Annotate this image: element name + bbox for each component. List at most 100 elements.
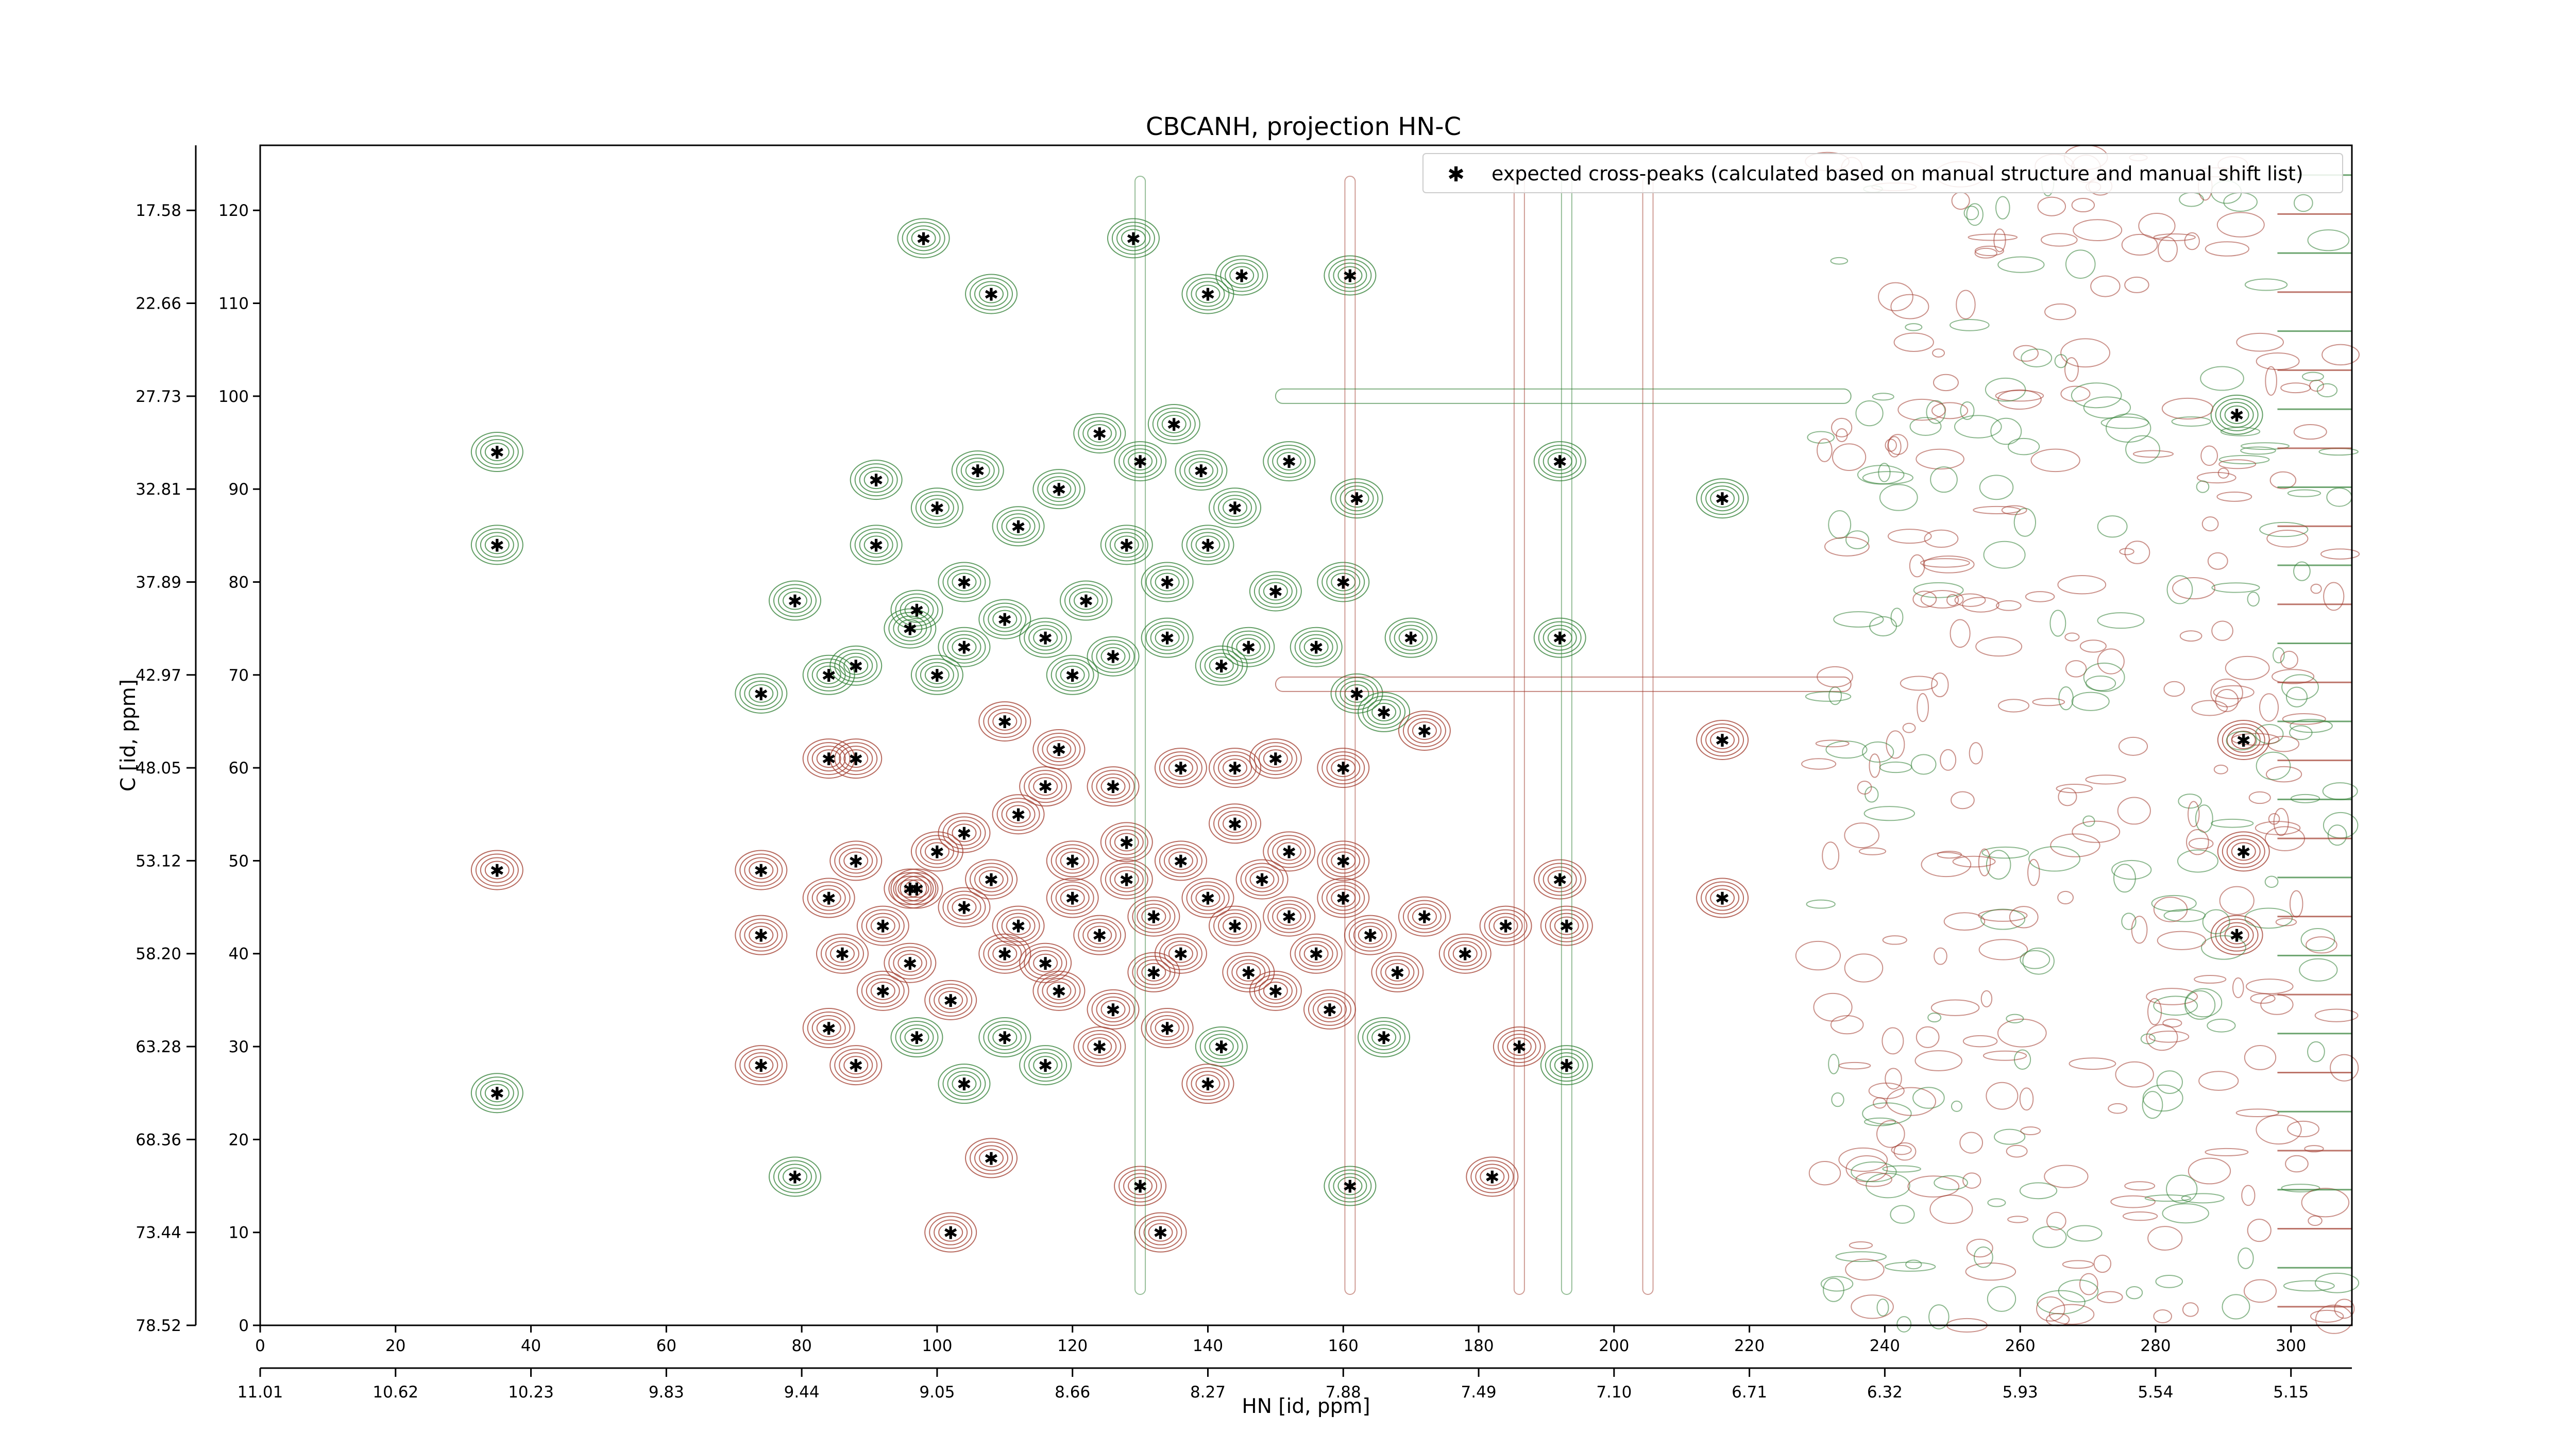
- noise-contour: [2132, 450, 2174, 458]
- y-axis-label: C [id, ppm]: [117, 679, 140, 791]
- noise-contour: [2211, 582, 2260, 593]
- contour-ring: [2219, 922, 2254, 948]
- contour-ring: [811, 885, 846, 911]
- plot-frame: [259, 144, 2353, 1326]
- contour-ring: [965, 461, 990, 480]
- contour-ring: [1328, 1169, 1372, 1203]
- cross-peak-marker: ✱: [1560, 917, 1574, 937]
- contour-ring: [1696, 878, 1749, 918]
- contour-ring: [1412, 907, 1437, 926]
- contour-ring: [897, 218, 950, 259]
- cross-peak-marker: ✱: [957, 898, 972, 919]
- contour-ring: [938, 1064, 991, 1104]
- y-tick-label: 0: [239, 1317, 249, 1335]
- noise-contour: [1968, 233, 2018, 241]
- y-axis-ticks: 0 10 20 30 40 50 60 70 80 90 100 110 120: [218, 201, 260, 1335]
- secondary-x-axis-ticks: 11.01 10.62 10.23 9.83 9.44 9.05 8.66 8.27 7.88 7…: [238, 1368, 2309, 1402]
- contour-ring: [911, 229, 936, 248]
- cross-peak-marker: ✱: [1458, 945, 1473, 965]
- contour-ring: [1191, 1071, 1225, 1097]
- noise-contour: [2060, 385, 2091, 402]
- noise-contour: [1844, 822, 1879, 849]
- noise-contour: [2259, 693, 2279, 722]
- contour-ring: [816, 665, 841, 684]
- contour-ring: [888, 872, 932, 905]
- contour-ring: [735, 915, 788, 955]
- contour-ring: [480, 1080, 514, 1106]
- contour-ring: [996, 510, 1040, 543]
- noise-contour: [2231, 733, 2280, 746]
- cross-peak-marker: ✱: [1052, 480, 1066, 500]
- noise-contour: [2090, 275, 2121, 297]
- contour-ring: [910, 654, 963, 695]
- cross-peak-marker: ✱: [1038, 1056, 1053, 1076]
- contour-ring: [820, 937, 864, 970]
- contour-ring: [1326, 848, 1361, 874]
- cross-peak-marker: ✱: [1174, 851, 1189, 872]
- x-tick-label: 120: [1057, 1337, 1088, 1355]
- cross-peak-marker: ✱: [1065, 851, 1080, 872]
- noise-contour: [1869, 616, 1897, 637]
- noise-contour: [2058, 787, 2077, 806]
- contour-ring: [1082, 1034, 1117, 1060]
- contour-ring: [1189, 461, 1214, 480]
- contour-ring: [1006, 805, 1031, 824]
- contour-ring: [951, 450, 1004, 491]
- noise-contour: [1805, 691, 1852, 702]
- noise-contour: [2157, 931, 2206, 950]
- contour-ring: [1091, 770, 1135, 803]
- contour-ring: [1186, 277, 1230, 311]
- cross-peak-marker: ✱: [903, 619, 918, 640]
- contour-ring: [1060, 888, 1085, 907]
- contour-ring: [1019, 617, 1072, 658]
- noise-contour: [1855, 400, 1884, 427]
- noise-contour: [2275, 918, 2297, 926]
- contour-ring: [1199, 1030, 1243, 1064]
- noise-contour: [1954, 415, 2002, 439]
- contour-ring: [904, 879, 929, 898]
- contour-ring: [2210, 915, 2263, 955]
- contour-ring: [947, 634, 981, 660]
- cross-peak-marker: ✱: [754, 1056, 769, 1076]
- noise-contour: [1825, 740, 1868, 759]
- contour-ring: [965, 274, 1018, 314]
- contour-ring: [1096, 773, 1130, 800]
- noise-contour: [2108, 1103, 2128, 1114]
- contour-ring: [1209, 487, 1262, 528]
- noise-contour: [1931, 402, 1969, 419]
- contour-ring: [1123, 1173, 1158, 1199]
- contour-ring: [1317, 878, 1370, 918]
- noise-contour: [2218, 454, 2270, 464]
- cross-peak-marker: ✱: [1417, 907, 1432, 928]
- cross-peak-marker: ✱: [1282, 452, 1297, 473]
- contour-ring: [1236, 637, 1261, 656]
- contour-ring: [1335, 482, 1379, 515]
- contour-ring: [480, 439, 514, 465]
- contour-ring: [1213, 751, 1257, 785]
- noise-contour: [1924, 529, 1959, 548]
- contour-ring: [1317, 562, 1370, 602]
- contour-ring: [1127, 952, 1180, 992]
- noise-contour: [1921, 852, 1972, 878]
- cross-peak-marker: ✱: [1160, 1019, 1175, 1039]
- noise-contour: [2171, 416, 2211, 427]
- x-tick-label: 20: [385, 1337, 405, 1355]
- contour-ring: [839, 746, 873, 772]
- contour-ring: [988, 940, 1022, 967]
- contour-ring: [924, 842, 950, 861]
- contour-ring: [1480, 1167, 1505, 1186]
- noise-contour: [2071, 382, 2122, 409]
- contour-ring: [829, 1045, 883, 1086]
- contour-ring: [1231, 634, 1266, 660]
- cross-peak-marker: ✱: [1552, 629, 1567, 649]
- noise-contour: [1985, 377, 2026, 402]
- cross-peak-markers: ✱ ✱ ✱ ✱ ✱ ✱ ✱ ✱ ✱ ✱ ✱ ✱ ✱ ✱ ✱ ✱ ✱ ✱ ✱ ✱ ✱ ✱ ✱ ✱ ✱ ✱ ✱ ✱ ✱ ✱ ✱ ✱ ✱ ✱ ✱ ✱ ✱ ✱ ✱ ✱…: [490, 229, 2251, 1243]
- cross-peak-marker: ✱: [1200, 285, 1215, 306]
- noise-contour: [2117, 797, 2151, 825]
- contour-ring: [1046, 654, 1099, 695]
- contour-ring: [1333, 1173, 1367, 1199]
- contour-ring: [938, 887, 991, 928]
- contour-ring: [1213, 491, 1257, 525]
- contour-ring: [470, 850, 523, 890]
